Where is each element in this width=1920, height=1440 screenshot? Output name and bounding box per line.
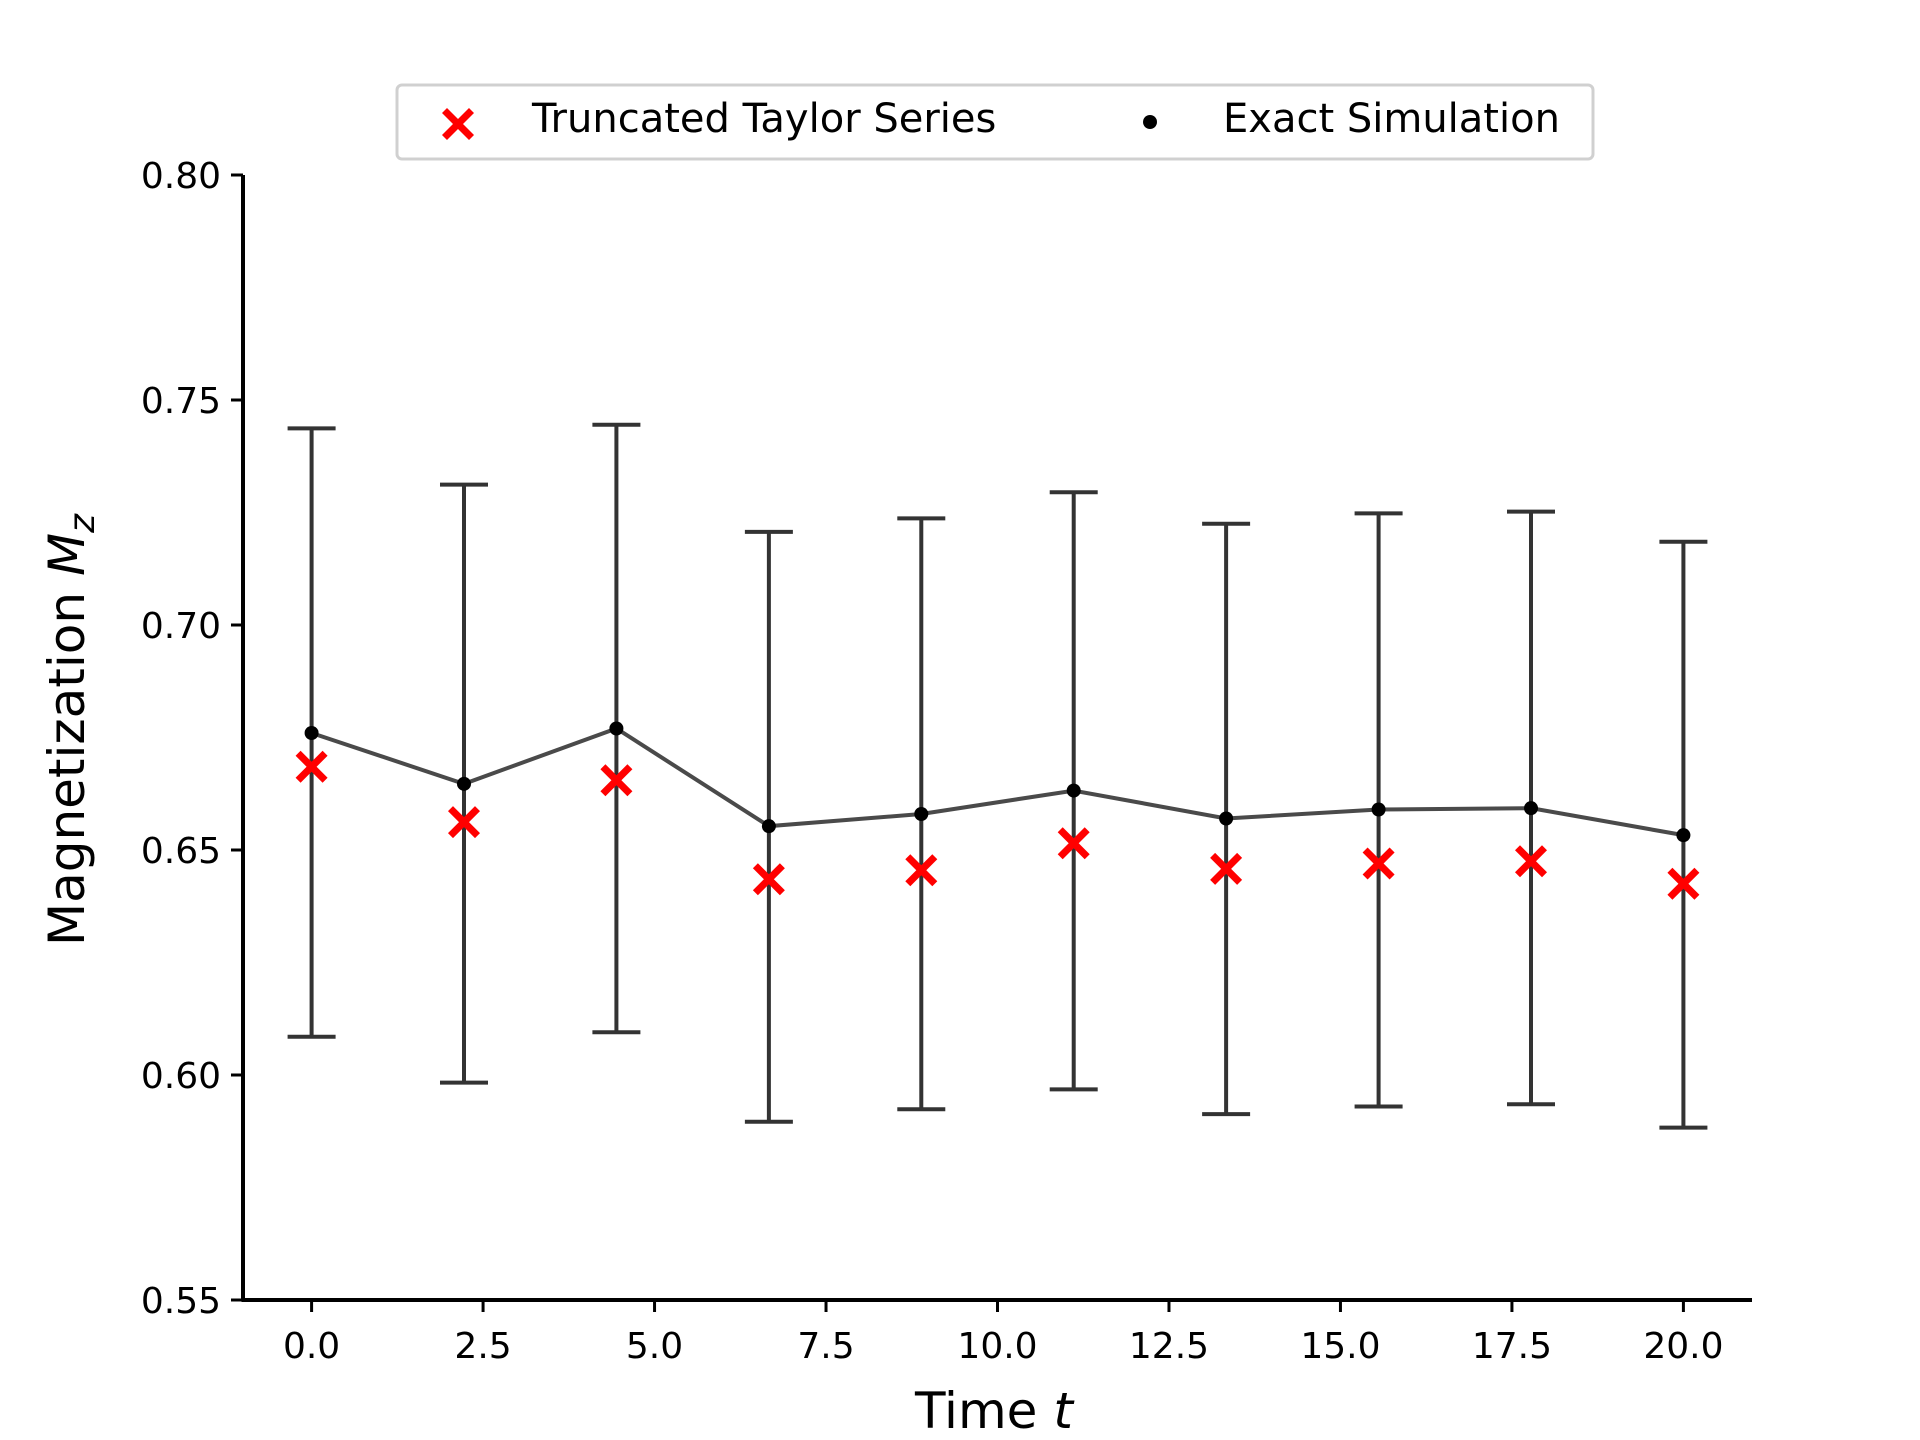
y-tick-label-0: 0.55: [141, 1281, 221, 1322]
taylor-point-8: [1515, 845, 1548, 878]
x-axis-title-text: Time: [914, 1382, 1037, 1440]
legend-exact-marker: [1143, 115, 1157, 129]
legend-label-taylor: Truncated Taylor Series: [531, 96, 996, 142]
x-tick-label-0: 0.0: [283, 1326, 340, 1367]
x-tick-label-6: 15.0: [1300, 1326, 1380, 1367]
x-tick-label-7: 17.5: [1472, 1326, 1552, 1367]
exact-line-layer: [310, 726, 1684, 838]
y-axis-title-sub: z: [62, 513, 103, 534]
exact-point-4: [914, 807, 929, 821]
x-axis-title: Time t: [914, 1382, 1075, 1440]
exact-point-9: [1676, 828, 1691, 843]
y-tick-label-4: 0.75: [141, 381, 221, 422]
exact-point-5: [1066, 783, 1081, 798]
taylor-point-9: [1667, 867, 1700, 900]
axes: 0.55 0.60 0.65 0.70 0.75 0.80 0.0 2.5 5.0 7.5 10.0…: [141, 156, 1752, 1367]
taylor-point-5: [1057, 827, 1090, 860]
x-tick-label-8: 20.0: [1643, 1326, 1723, 1367]
taylor-markers: [295, 750, 1700, 900]
x-tick-label-5: 12.5: [1129, 1326, 1209, 1367]
x-tick-label-1: 2.5: [454, 1326, 511, 1367]
y-tick-label-2: 0.65: [141, 831, 221, 872]
taylor-point-0: [295, 750, 328, 783]
exact-point-8: [1524, 801, 1539, 816]
exact-point-7: [1371, 802, 1386, 817]
legend-label-exact: Exact Simulation: [1223, 96, 1560, 142]
y-axis-title: Magnetization Mz: [38, 513, 103, 946]
x-axis-title-var: t: [1053, 1382, 1075, 1440]
exact-simulation-line: [310, 726, 1684, 838]
x-tick-label-4: 10.0: [957, 1326, 1037, 1367]
y-tick-label-5: 0.80: [141, 156, 221, 197]
exact-point-2: [609, 721, 624, 736]
exact-points: [304, 721, 1691, 843]
y-tick-label-3: 0.70: [141, 606, 221, 647]
exact-point-6: [1219, 811, 1234, 826]
legend-frame: [395, 83, 1595, 161]
y-tick-label-1: 0.60: [141, 1056, 221, 1097]
x-tick-label-2: 5.0: [626, 1326, 683, 1367]
y-axis-title-var: M: [38, 533, 96, 576]
exact-point-0: [304, 726, 319, 740]
x-tick-label-3: 7.5: [797, 1326, 854, 1367]
y-axis-title-text: Magnetization: [38, 592, 96, 946]
exact-point-3: [761, 819, 776, 834]
taylor-point-4: [905, 854, 938, 887]
taylor-point-1: [447, 806, 480, 839]
taylor-point-7: [1362, 847, 1395, 880]
exact-point-1: [456, 776, 471, 791]
taylor-point-6: [1210, 852, 1243, 885]
legend: Truncated Taylor Series Exact Simulation: [395, 83, 1595, 161]
taylor-point-3: [752, 863, 785, 896]
taylor-point-2: [600, 764, 633, 797]
legend-taylor-marker: [442, 108, 474, 140]
